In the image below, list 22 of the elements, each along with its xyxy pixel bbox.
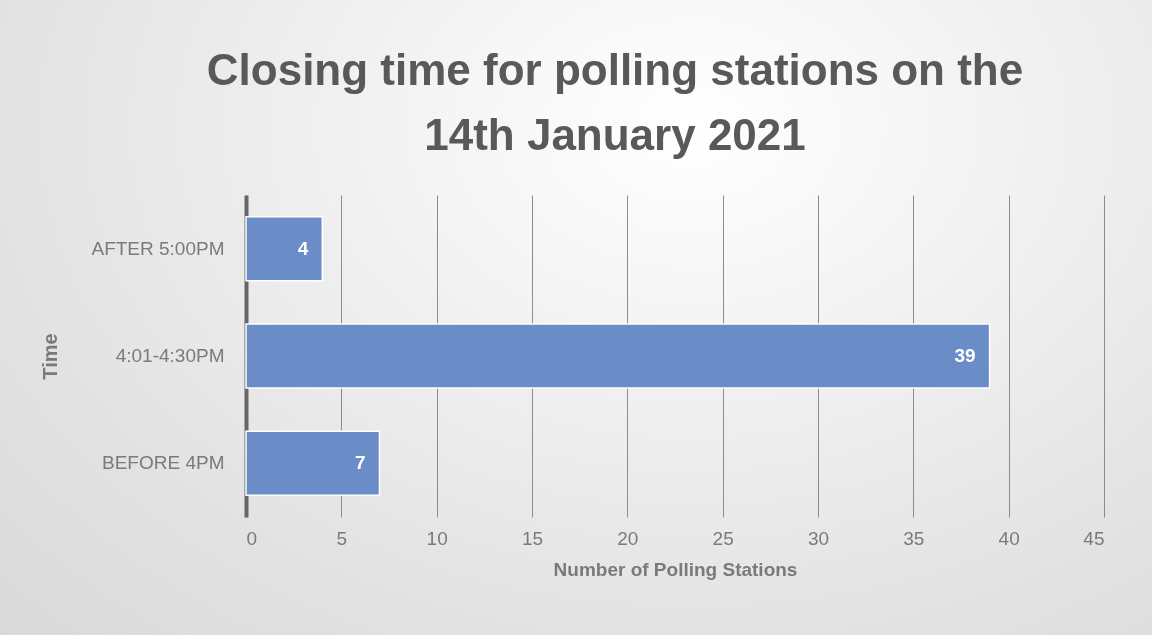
x-tick-label: 20 [617, 527, 639, 549]
x-tick-label: 15 [521, 527, 544, 549]
x-tick-label: 30 [807, 527, 830, 549]
chart-title: Closing time for polling stations on the 14th January 2021 [206, 45, 1024, 159]
y-tick-label: 4:01-4:30PM [115, 345, 225, 366]
bar [245, 215, 324, 282]
y-tick-label: AFTER 5:00PM [91, 237, 225, 259]
x-tick-label: 45 [1083, 527, 1105, 549]
data-label: 39 [954, 345, 976, 366]
data-label: 4 [297, 237, 309, 259]
y-axis-title: Time [39, 333, 62, 380]
bar [245, 323, 991, 389]
x-tick-label: 40 [998, 527, 1020, 549]
bar [245, 430, 381, 497]
x-tick-label: 25 [712, 527, 734, 549]
y-tick-label: BEFORE 4PM [102, 452, 225, 474]
data-label: 7 [354, 452, 366, 474]
x-tick-label: 35 [903, 527, 925, 549]
x-tick-label: 0 [246, 527, 258, 549]
x-axis-title: Number of Polling Stations [553, 558, 798, 580]
x-tick-label: 5 [336, 527, 348, 549]
x-tick-label: 10 [426, 527, 448, 549]
